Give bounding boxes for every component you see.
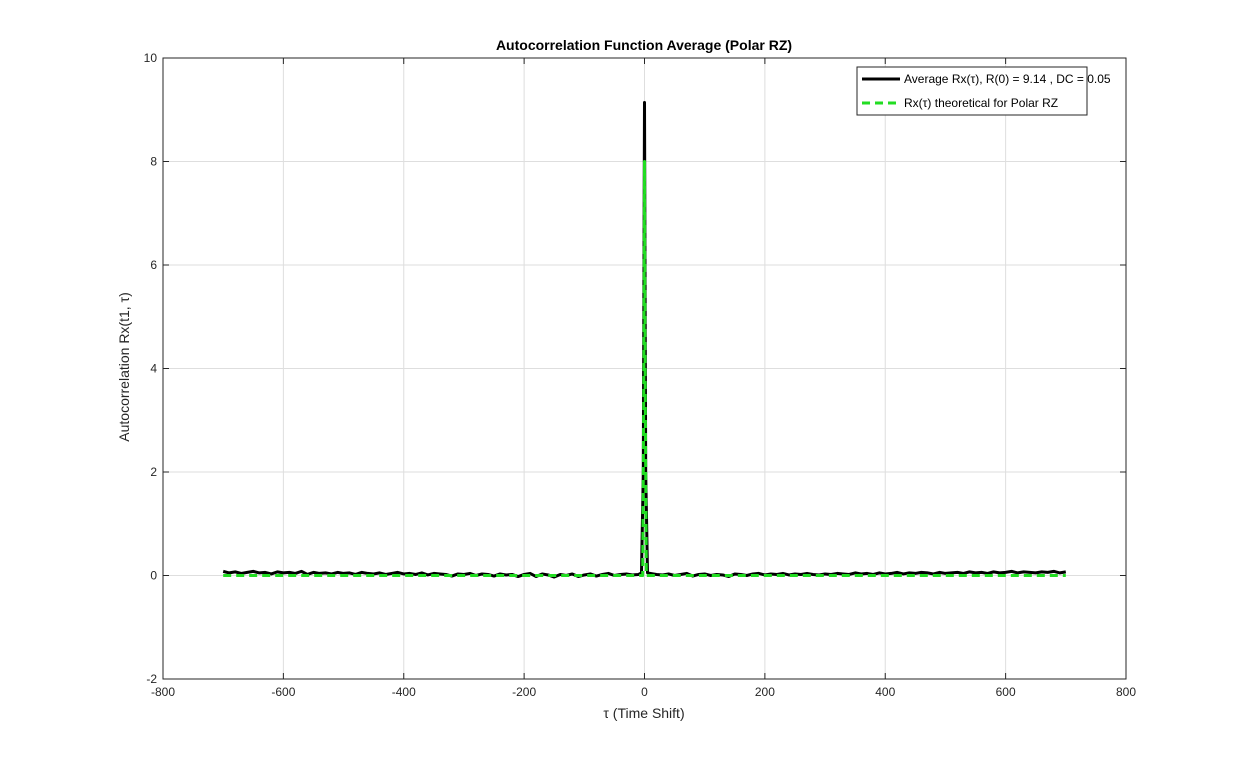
x-tick-label: -400	[392, 685, 416, 699]
y-tick-label: -2	[146, 672, 157, 686]
y-axis-label: Autocorrelation Rx(t1, τ)	[116, 292, 132, 441]
y-tick-label: 4	[150, 362, 157, 376]
y-tick-label: 6	[150, 258, 157, 272]
y-tick-label: 8	[150, 155, 157, 169]
chart-title: Autocorrelation Function Average (Polar …	[496, 37, 792, 53]
series-theoretical-line	[223, 160, 1066, 577]
x-tick-label: 200	[755, 685, 775, 699]
x-tick-label: 0	[641, 685, 648, 699]
y-tick-label: 10	[144, 51, 158, 65]
x-tick-label: 600	[996, 685, 1016, 699]
series-average-line	[222, 101, 1067, 579]
axis-ticks: -800 -600 -400 -200 0 200 400 600 800 -2 0 2 4 6 8 10	[144, 51, 1137, 699]
x-tick-label: -200	[512, 685, 536, 699]
legend: Average Rx(τ), R(0) = 9.14 , DC = 0.05 R…	[856, 66, 1111, 116]
y-tick-label: 0	[150, 569, 157, 583]
x-tick-label: -800	[151, 685, 175, 699]
legend-box	[856, 66, 1088, 116]
x-tick-label: -600	[271, 685, 295, 699]
legend-label-average: Average Rx(τ), R(0) = 9.14 , DC = 0.05	[904, 72, 1111, 86]
legend-label-theoretical: Rx(τ) theoretical for Polar RZ	[904, 96, 1058, 110]
series-layer	[222, 101, 1067, 579]
y-tick-label: 2	[150, 465, 157, 479]
x-axis-label: τ (Time Shift)	[603, 705, 684, 721]
x-tick-label: 400	[875, 685, 895, 699]
x-tick-label: 800	[1116, 685, 1136, 699]
